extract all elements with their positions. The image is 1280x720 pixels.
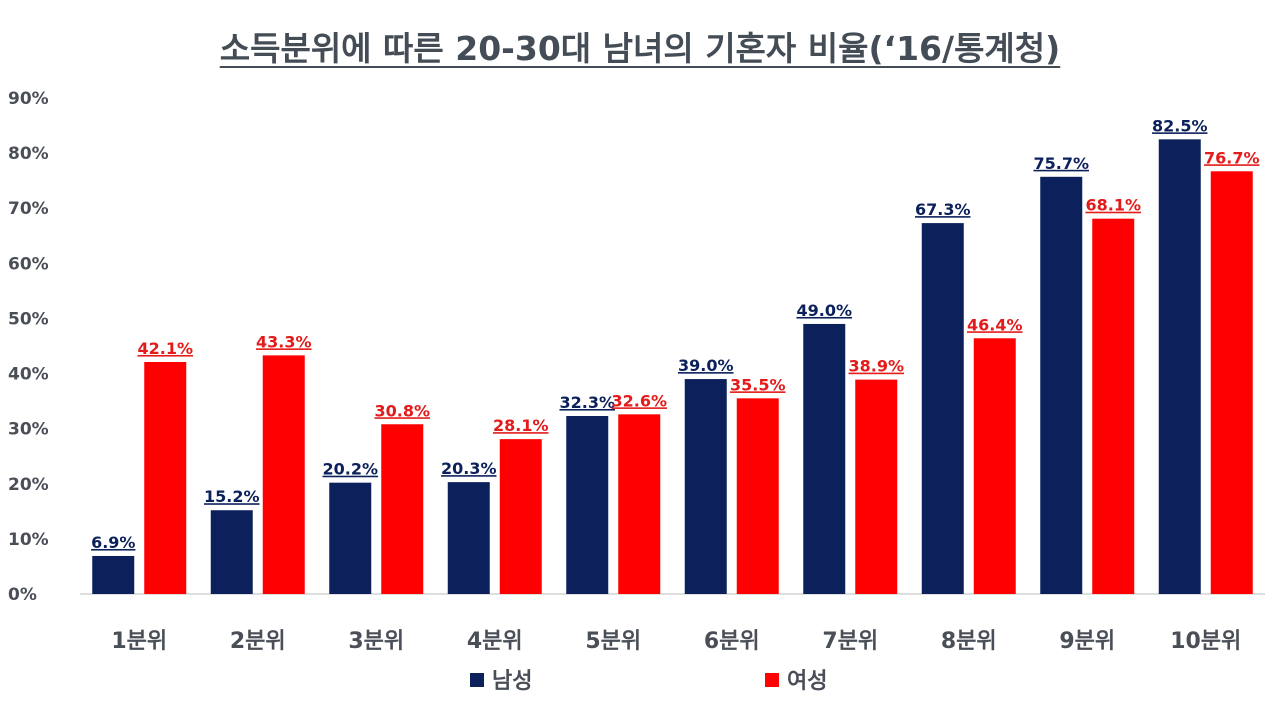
data-label-female: 46.4% — [967, 315, 1023, 334]
x-tick-label: 3분위 — [348, 629, 404, 654]
legend-swatch-female — [765, 673, 779, 687]
data-label-male: 32.3% — [559, 393, 615, 412]
data-label-female: 30.8% — [374, 401, 430, 420]
bar-female — [1092, 218, 1135, 594]
data-label-female: 43.3% — [256, 332, 312, 351]
bar-female — [618, 414, 661, 594]
y-tick-label: 90% — [8, 89, 49, 109]
data-label-female: 28.1% — [493, 416, 549, 435]
y-tick-label: 10% — [8, 530, 49, 550]
x-tick-label: 7분위 — [822, 629, 878, 654]
bar-male — [92, 555, 135, 594]
bar-male — [566, 415, 609, 594]
bar-female — [499, 439, 542, 594]
bar-male — [921, 223, 964, 594]
bar-male — [210, 510, 253, 594]
x-tick-label: 9분위 — [1059, 629, 1115, 654]
bar-female — [1210, 171, 1253, 594]
bar-male — [803, 323, 846, 594]
data-label-male: 20.3% — [441, 459, 497, 478]
bar-male — [329, 482, 372, 594]
data-label-male: 20.2% — [322, 460, 378, 479]
y-tick-label: 70% — [8, 199, 49, 219]
legend-label-female: 여성 — [787, 669, 827, 694]
x-tick-label: 1분위 — [111, 629, 167, 654]
y-tick-label: 80% — [8, 144, 49, 164]
data-label-male: 49.0% — [796, 301, 852, 320]
bar-female — [736, 398, 779, 594]
x-tick-label: 2분위 — [230, 629, 286, 654]
bar-female — [973, 338, 1016, 594]
data-label-male: 15.2% — [204, 487, 260, 506]
bar-male — [1158, 139, 1201, 595]
data-label-female: 42.1% — [137, 339, 193, 358]
y-tick-label: 50% — [8, 309, 49, 329]
data-label-male: 75.7% — [1033, 154, 1089, 173]
bar-male — [447, 482, 490, 594]
x-tick-label: 6분위 — [704, 629, 760, 654]
bar-female — [144, 361, 187, 594]
data-label-female: 76.7% — [1204, 148, 1260, 167]
legend-label-male: 남성 — [492, 669, 532, 694]
y-tick-label: 40% — [8, 365, 49, 385]
chart-title: 소득분위에 따른 20-30대 남녀의 기혼자 비율(‘16/통계청) — [219, 29, 1061, 68]
legend-swatch-male — [470, 673, 484, 687]
x-tick-label: 10분위 — [1170, 629, 1241, 654]
x-tick-label: 5분위 — [585, 629, 641, 654]
data-label-female: 32.6% — [611, 391, 667, 410]
bar-female — [855, 379, 898, 594]
bar-female — [262, 355, 305, 594]
y-tick-label: 60% — [8, 254, 49, 274]
data-label-male: 82.5% — [1152, 116, 1208, 135]
data-label-female: 38.9% — [848, 357, 904, 376]
y-tick-label: 0% — [8, 585, 37, 605]
x-tick-label: 8분위 — [941, 629, 997, 654]
bar-male — [684, 379, 727, 594]
data-label-male: 6.9% — [91, 533, 135, 552]
y-tick-label: 30% — [8, 420, 49, 440]
y-tick-label: 20% — [8, 475, 49, 495]
data-label-male: 67.3% — [915, 200, 971, 219]
bar-female — [381, 424, 424, 594]
data-label-female: 68.1% — [1085, 196, 1141, 215]
data-label-male: 39.0% — [678, 356, 734, 375]
data-label-female: 35.5% — [730, 375, 786, 394]
bar-male — [1040, 176, 1083, 594]
x-tick-label: 4분위 — [467, 629, 523, 654]
